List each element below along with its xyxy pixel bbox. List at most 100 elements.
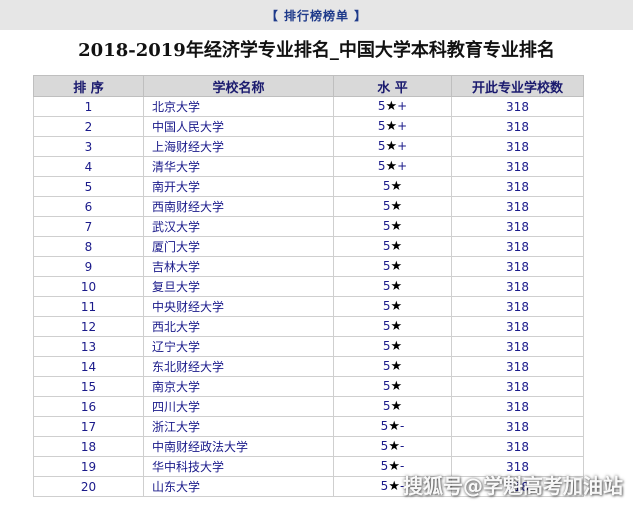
school-count-cell: 318: [451, 376, 584, 397]
rank-cell: 20: [33, 476, 144, 497]
level-cell: 5★+: [333, 116, 452, 137]
school-count-cell: 318: [451, 156, 584, 177]
table-row: 17 浙江大学 5★- 318: [33, 416, 584, 437]
rank-cell: 8: [33, 236, 144, 257]
star-icon: ★: [390, 279, 403, 294]
school-count-cell: 318: [451, 256, 584, 277]
school-name-cell: 清华大学: [143, 156, 334, 177]
school-count-cell: 318: [451, 276, 584, 297]
level-number: 5: [377, 119, 386, 133]
level-suffix: +: [397, 99, 408, 113]
school-name-cell: 武汉大学: [143, 216, 334, 237]
table-row: 12 西北大学 5★ 318: [33, 316, 584, 337]
table-row: 8 厦门大学 5★ 318: [33, 236, 584, 257]
rank-cell: 10: [33, 276, 144, 297]
table-row: 4 清华大学 5★+ 318: [33, 156, 584, 177]
level-suffix: +: [397, 119, 408, 133]
page-title: 2018-2019年经济学专业排名_中国大学本科教育专业排名: [78, 40, 555, 61]
rank-cell: 5: [33, 176, 144, 197]
level-number: 5: [380, 439, 389, 453]
school-name-cell: 南开大学: [143, 176, 334, 197]
school-count-cell: 318: [451, 436, 584, 457]
school-count-cell: 318: [451, 216, 584, 237]
star-icon: ★: [390, 339, 403, 354]
star-icon: ★: [388, 459, 400, 474]
school-name-cell: 厦门大学: [143, 236, 334, 257]
school-count-cell: 318: [451, 116, 584, 137]
school-count-cell: 318: [451, 196, 584, 217]
top-banner: 【 排行榜榜单 】: [0, 0, 633, 30]
table-row: 5 南开大学 5★ 318: [33, 176, 584, 197]
table-row: 16 四川大学 5★ 318: [33, 396, 584, 417]
level-number: 5: [380, 459, 389, 473]
level-cell: 5★+: [333, 136, 452, 157]
star-icon: ★: [390, 179, 403, 194]
level-suffix: -: [399, 479, 405, 493]
school-name-cell: 复旦大学: [143, 276, 334, 297]
level-cell: 5★: [333, 396, 452, 417]
level-cell: 5★-: [333, 416, 452, 437]
school-count-cell: 318: [451, 296, 584, 317]
school-name-cell: 四川大学: [143, 396, 334, 417]
level-number: 5: [382, 219, 391, 233]
rank-cell: 17: [33, 416, 144, 437]
header-school-count: 开此专业学校数: [451, 75, 584, 97]
rank-cell: 11: [33, 296, 144, 317]
table-row: 20 山东大学 5★- 318: [33, 476, 584, 497]
ranking-list-label[interactable]: 【 排行榜榜单 】: [265, 8, 368, 23]
rank-cell: 13: [33, 336, 144, 357]
level-cell: 5★: [333, 256, 452, 277]
header-school-name: 学校名称: [143, 75, 334, 97]
level-suffix: +: [397, 139, 408, 153]
school-name-cell: 西南财经大学: [143, 196, 334, 217]
level-cell: 5★: [333, 336, 452, 357]
level-number: 5: [382, 319, 391, 333]
rank-cell: 6: [33, 196, 144, 217]
table-header-row: 排 序 学校名称 水 平 开此专业学校数: [33, 75, 584, 97]
school-name-cell: 浙江大学: [143, 416, 334, 437]
table-row: 2 中国人民大学 5★+ 318: [33, 116, 584, 137]
star-icon: ★: [390, 219, 403, 234]
level-cell: 5★: [333, 356, 452, 377]
star-icon: ★: [390, 359, 403, 374]
star-icon: ★: [385, 159, 398, 174]
star-icon: ★: [388, 419, 400, 434]
rank-cell: 4: [33, 156, 144, 177]
level-number: 5: [377, 159, 386, 173]
header-level: 水 平: [333, 75, 452, 97]
level-cell: 5★-: [333, 476, 452, 497]
school-count-cell: 318: [451, 96, 584, 117]
table-row: 11 中央财经大学 5★ 318: [33, 296, 584, 317]
school-name-cell: 中南财经政法大学: [143, 436, 334, 457]
star-icon: ★: [390, 239, 403, 254]
level-cell: 5★: [333, 296, 452, 317]
rank-cell: 15: [33, 376, 144, 397]
school-count-cell: 318: [451, 476, 584, 497]
level-number: 5: [382, 379, 391, 393]
table-row: 10 复旦大学 5★ 318: [33, 276, 584, 297]
school-count-cell: 318: [451, 316, 584, 337]
school-name-cell: 华中科技大学: [143, 456, 334, 477]
school-name-cell: 山东大学: [143, 476, 334, 497]
level-number: 5: [382, 199, 391, 213]
school-name-cell: 北京大学: [143, 96, 334, 117]
school-name-cell: 上海财经大学: [143, 136, 334, 157]
school-count-cell: 318: [451, 396, 584, 417]
level-number: 5: [382, 179, 391, 193]
school-count-cell: 318: [451, 416, 584, 437]
school-name-cell: 吉林大学: [143, 256, 334, 277]
star-icon: ★: [385, 99, 398, 114]
star-icon: ★: [388, 439, 400, 454]
level-number: 5: [377, 139, 386, 153]
table-row: 3 上海财经大学 5★+ 318: [33, 136, 584, 157]
star-icon: ★: [390, 199, 403, 214]
level-number: 5: [382, 399, 391, 413]
table-row: 19 华中科技大学 5★- 318: [33, 456, 584, 477]
school-count-cell: 318: [451, 236, 584, 257]
level-cell: 5★: [333, 376, 452, 397]
table-row: 1 北京大学 5★+ 318: [33, 96, 584, 117]
table-row: 7 武汉大学 5★ 318: [33, 216, 584, 237]
school-count-cell: 318: [451, 336, 584, 357]
school-name-cell: 中国人民大学: [143, 116, 334, 137]
level-number: 5: [380, 479, 389, 493]
